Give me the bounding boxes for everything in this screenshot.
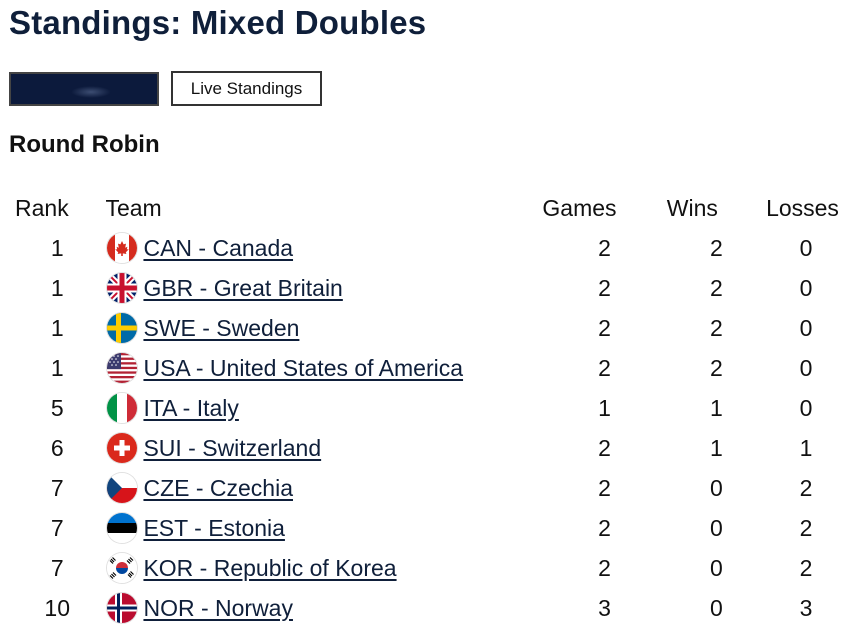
team-cell: SUI - Switzerland	[105, 428, 542, 468]
table-row: 6 SUI - Switzerland 2 1 1	[9, 428, 846, 468]
table-row: 10 NOR - Norway 3 0 3	[9, 588, 846, 628]
rank-cell: 7	[50, 474, 64, 501]
rank-cell: 1	[50, 354, 64, 381]
switzerland-flag-icon	[107, 433, 138, 463]
games-cell: 2	[598, 274, 611, 301]
table-row: 7 CZE - Czechia 2 0 2	[9, 468, 846, 508]
games-cell: 2	[598, 434, 611, 461]
rank-cell: 10	[44, 594, 71, 621]
rank-cell: 7	[50, 514, 64, 541]
wins-cell: 2	[710, 234, 723, 261]
rank-cell: 1	[50, 274, 64, 301]
team-link[interactable]: SUI - Switzerland	[143, 434, 322, 461]
page-title: Standings: Mixed Doubles	[9, 4, 427, 41]
table-row: 1 USA - United States of America 2 2 0	[9, 348, 846, 388]
team-link[interactable]: NOR - Norway	[143, 594, 293, 621]
team-header: Team	[105, 194, 162, 221]
table-row: 7 EST - Estonia 2 0 2	[9, 508, 846, 548]
wins-cell: 0	[710, 514, 723, 541]
losses-cell: 0	[799, 314, 813, 341]
team-cell: CZE - Czechia	[105, 468, 542, 508]
czechia-flag-icon	[107, 473, 138, 503]
wins-cell: 0	[710, 474, 723, 501]
losses-cell: 1	[799, 434, 813, 461]
wins-header: Wins	[666, 194, 718, 221]
rank-cell: 5	[50, 394, 64, 421]
usa-flag-icon	[107, 353, 138, 383]
team-cell: KOR - Republic of Korea	[105, 548, 542, 588]
losses-cell: 0	[799, 354, 813, 381]
team-cell: NOR - Norway	[105, 588, 542, 628]
losses-cell: 2	[799, 514, 813, 541]
table-row: 1 CAN - Canada 2 2 0	[9, 228, 846, 268]
standings-table: Rank Team Games Wins Losses 1 CAN - Canad…	[9, 188, 846, 628]
great-britain-flag-icon	[107, 273, 138, 303]
rank-cell: 1	[50, 234, 64, 261]
canada-flag-icon	[107, 233, 138, 263]
team-link[interactable]: EST - Estonia	[143, 514, 285, 541]
wins-cell: 0	[710, 554, 723, 581]
rank-cell: 1	[50, 314, 64, 341]
games-cell: 2	[598, 514, 611, 541]
team-cell: CAN - Canada	[105, 228, 542, 268]
blurred-label	[71, 86, 111, 98]
team-link[interactable]: USA - United States of America	[143, 354, 464, 381]
estonia-flag-icon	[107, 513, 138, 543]
team-cell: ITA - Italy	[105, 388, 542, 428]
team-link[interactable]: CAN - Canada	[143, 234, 294, 261]
team-link[interactable]: ITA - Italy	[143, 394, 239, 421]
games-header: Games	[542, 194, 617, 221]
team-cell: USA - United States of America	[105, 348, 542, 388]
redacted-button[interactable]	[9, 72, 159, 106]
losses-header: Losses	[766, 194, 839, 221]
sweden-flag-icon	[107, 313, 138, 343]
table-row: 1 SWE - Sweden 2 2 0	[9, 308, 846, 348]
table-row: 7 KOR - Republic of Korea 2 0 2	[9, 548, 846, 588]
wins-cell: 1	[710, 434, 723, 461]
games-cell: 2	[598, 554, 611, 581]
losses-cell: 2	[799, 554, 813, 581]
games-cell: 2	[598, 474, 611, 501]
team-cell: EST - Estonia	[105, 508, 542, 548]
wins-cell: 0	[710, 594, 723, 621]
wins-cell: 2	[710, 314, 723, 341]
games-cell: 2	[598, 354, 611, 381]
table-row: 1 GBR - Great Britain 2 2 0	[9, 268, 846, 308]
games-cell: 1	[598, 394, 611, 421]
section-title: Round Robin	[9, 131, 160, 158]
wins-cell: 1	[710, 394, 723, 421]
table-row: 5 ITA - Italy 1 1 0	[9, 388, 846, 428]
team-link[interactable]: KOR - Republic of Korea	[143, 554, 397, 581]
games-cell: 2	[598, 314, 611, 341]
table-header-row: Rank Team Games Wins Losses	[9, 188, 846, 228]
team-link[interactable]: GBR - Great Britain	[143, 274, 343, 301]
rank-cell: 6	[50, 434, 64, 461]
team-cell: GBR - Great Britain	[105, 268, 542, 308]
losses-cell: 0	[799, 234, 813, 261]
team-cell: SWE - Sweden	[105, 308, 542, 348]
losses-cell: 0	[799, 274, 813, 301]
losses-cell: 0	[799, 394, 813, 421]
wins-cell: 2	[710, 354, 723, 381]
norway-flag-icon	[107, 593, 138, 623]
live-standings-button[interactable]: Live Standings	[171, 71, 322, 106]
games-cell: 3	[598, 594, 611, 621]
losses-cell: 3	[799, 594, 813, 621]
rank-header: Rank	[15, 194, 69, 221]
games-cell: 2	[598, 234, 611, 261]
italy-flag-icon	[107, 393, 138, 423]
losses-cell: 2	[799, 474, 813, 501]
korea-flag-icon	[107, 553, 138, 583]
rank-cell: 7	[50, 554, 64, 581]
team-link[interactable]: CZE - Czechia	[143, 474, 293, 501]
team-link[interactable]: SWE - Sweden	[143, 314, 300, 341]
wins-cell: 2	[710, 274, 723, 301]
